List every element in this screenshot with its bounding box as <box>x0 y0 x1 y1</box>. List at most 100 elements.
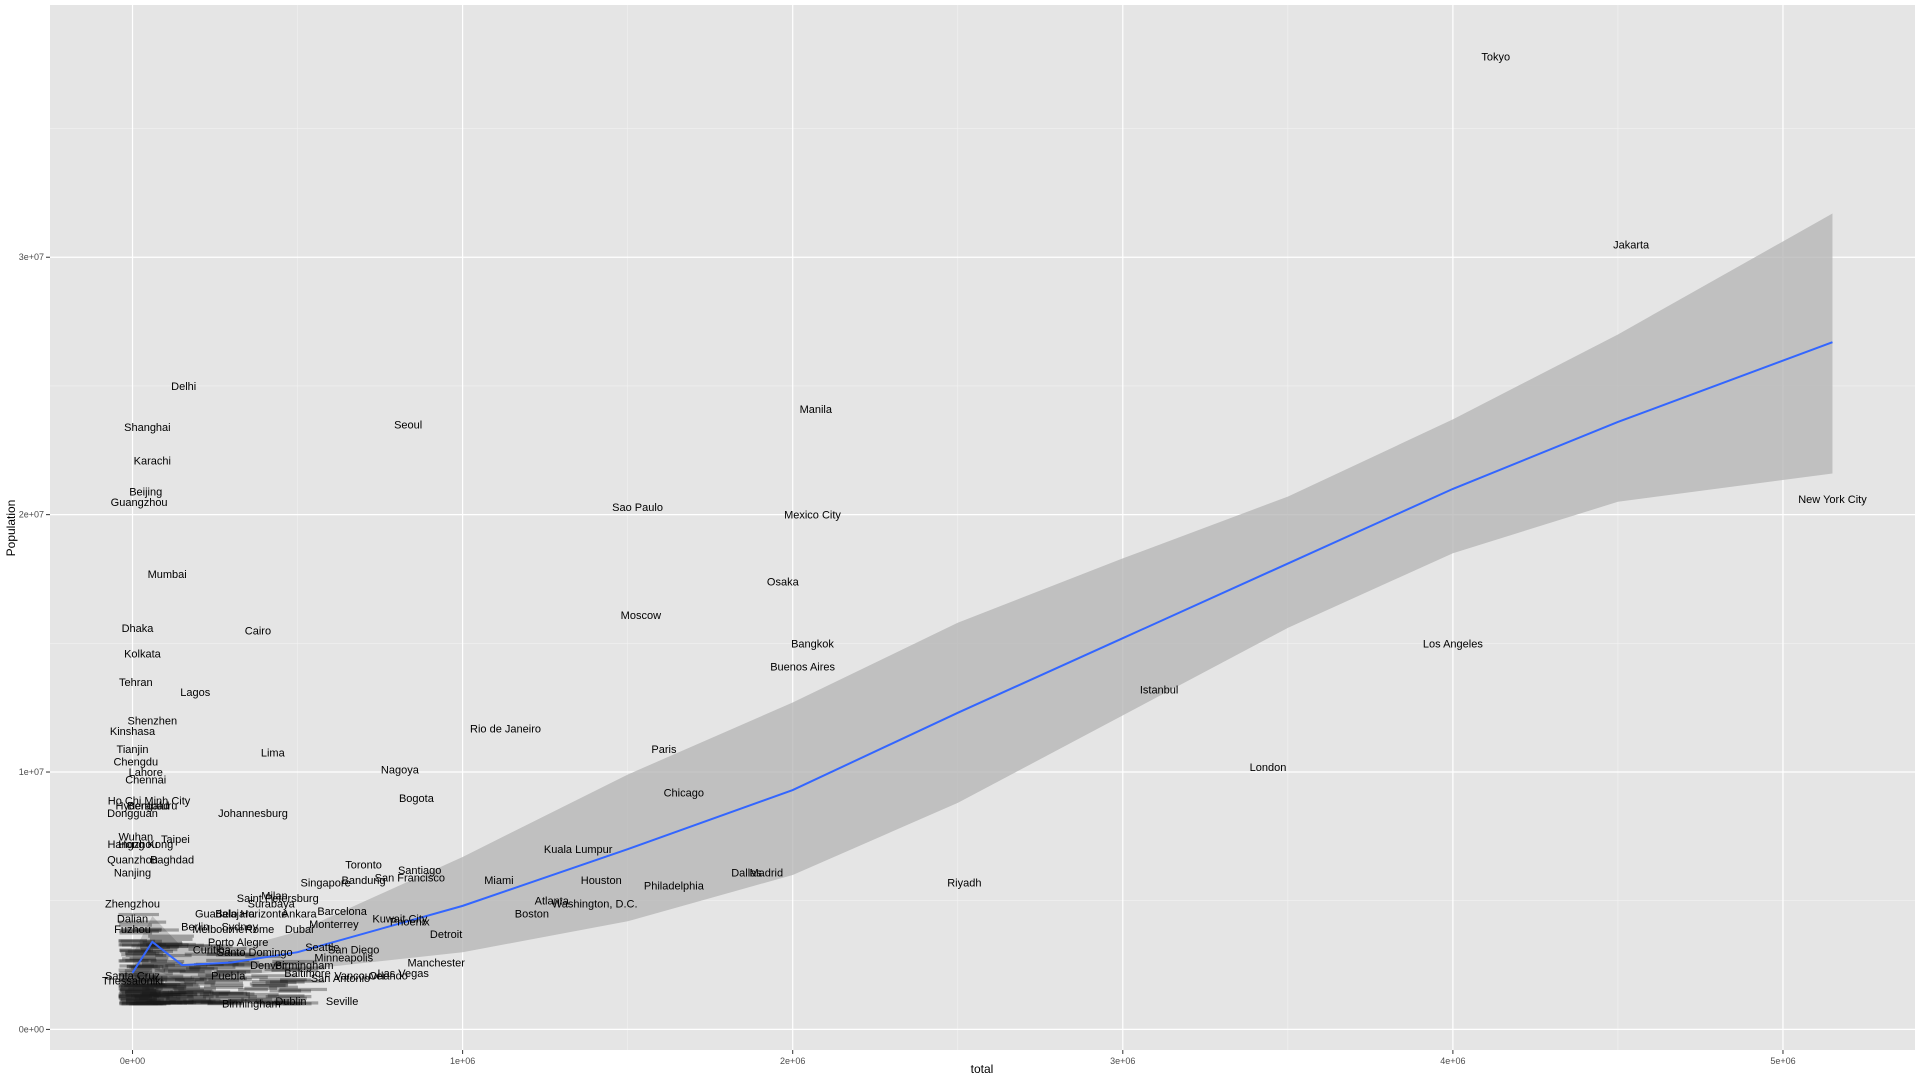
cluster-mark <box>120 939 162 943</box>
cluster-mark <box>125 1001 161 1005</box>
cluster-mark <box>148 945 179 949</box>
city-label: Chicago <box>664 788 704 800</box>
city-label: Zhengzhou <box>105 898 160 910</box>
city-label: Guangzhou <box>111 497 168 509</box>
city-label: Barcelona <box>317 906 367 918</box>
cluster-mark <box>119 923 152 927</box>
cluster-mark <box>153 1001 188 1005</box>
city-label: Los Angeles <box>1423 638 1483 650</box>
cluster-mark <box>165 997 211 1002</box>
cluster-mark <box>183 999 216 1003</box>
cluster-mark <box>142 962 183 966</box>
cluster-mark <box>241 997 273 1001</box>
smooth-line <box>131 341 1833 974</box>
city-label: Bengaluru <box>127 800 177 812</box>
cluster-mark <box>118 959 149 963</box>
cluster-mark <box>118 994 153 998</box>
city-label: Belo Horizonte <box>215 909 287 921</box>
cluster-mark <box>269 985 298 989</box>
cluster-mark <box>269 989 302 993</box>
cluster-mark <box>252 983 286 988</box>
cluster-mark <box>151 1001 183 1005</box>
cluster-mark <box>216 969 262 973</box>
cluster-mark <box>208 1001 244 1005</box>
city-label: Moscow <box>621 610 661 622</box>
cluster-mark <box>118 920 167 924</box>
cluster-mark <box>251 983 288 988</box>
city-label: Toronto <box>345 860 382 872</box>
y-tick-label: 1e+07 <box>19 767 44 777</box>
cluster-mark <box>206 963 245 967</box>
cluster-mark <box>264 967 301 972</box>
cluster-mark <box>131 944 180 948</box>
city-label: Birmingham <box>275 960 334 972</box>
cluster-mark <box>146 943 189 947</box>
cluster-mark <box>189 967 218 971</box>
cluster-mark <box>121 927 162 931</box>
city-label: Hangzhou <box>107 839 157 851</box>
cluster-mark <box>272 962 305 966</box>
cluster-mark <box>149 999 194 1003</box>
cluster-mark <box>129 965 169 969</box>
cluster-mark <box>118 984 159 988</box>
cluster-mark <box>163 968 200 972</box>
cluster-mark <box>149 983 186 987</box>
cluster-mark <box>126 993 174 998</box>
cluster-mark <box>149 937 193 941</box>
cluster-mark <box>209 962 252 966</box>
cluster-mark <box>135 984 177 988</box>
city-label: Baghdad <box>150 855 194 867</box>
cluster-mark <box>133 972 173 976</box>
cluster-mark <box>118 994 159 999</box>
cluster-mark <box>215 994 257 999</box>
cluster-mark <box>133 1000 176 1004</box>
city-label: Bogota <box>399 793 435 805</box>
cluster-mark <box>256 999 288 1003</box>
cluster-mark <box>120 999 152 1003</box>
city-label: Puebla <box>211 970 246 982</box>
city-label: Kinshasa <box>110 726 156 738</box>
cluster-mark <box>140 993 181 997</box>
cluster-mark <box>188 947 221 951</box>
city-label: Kolkata <box>124 649 162 661</box>
y-axis-title: Population <box>4 500 18 557</box>
cluster-mark <box>119 948 151 952</box>
city-label: Las Vegas <box>378 968 430 980</box>
cluster-mark <box>118 939 156 943</box>
x-tick-label: 3e+06 <box>1110 1056 1135 1066</box>
city-label: Birmingham <box>222 999 281 1011</box>
cluster-mark <box>118 979 150 984</box>
cluster-mark <box>174 988 204 992</box>
city-label: Monterrey <box>309 919 359 931</box>
cluster-mark <box>120 982 165 987</box>
cluster-mark <box>147 982 181 987</box>
cluster-mark <box>152 993 182 997</box>
cluster-mark <box>199 992 229 996</box>
cluster-mark <box>134 994 178 999</box>
city-label: Mumbai <box>148 569 187 581</box>
cluster-mark <box>207 1000 243 1005</box>
cluster-mark <box>119 943 167 947</box>
cluster-mark <box>216 970 251 974</box>
city-label: Nagoya <box>381 764 420 776</box>
cluster-mark <box>118 938 148 943</box>
cluster-mark <box>120 1002 164 1006</box>
cluster-mark <box>172 987 216 991</box>
cluster-mark <box>152 974 184 978</box>
cluster-mark <box>130 994 170 998</box>
city-label: Guadalajara <box>195 909 256 921</box>
cluster-mark <box>140 948 178 952</box>
city-label: Berlin <box>181 921 209 933</box>
cluster-mark <box>119 988 156 993</box>
cluster-mark <box>121 991 160 995</box>
cluster-mark <box>122 957 157 961</box>
cluster-mark <box>125 951 157 955</box>
cluster-mark <box>208 997 244 1001</box>
cluster-mark <box>169 999 212 1003</box>
city-label: Seoul <box>394 420 422 432</box>
cluster-mark <box>279 987 328 992</box>
cluster-mark <box>119 985 149 989</box>
cluster-mark <box>251 979 288 984</box>
city-label: Tokyo <box>1481 51 1510 63</box>
city-label: Delhi <box>171 381 196 393</box>
